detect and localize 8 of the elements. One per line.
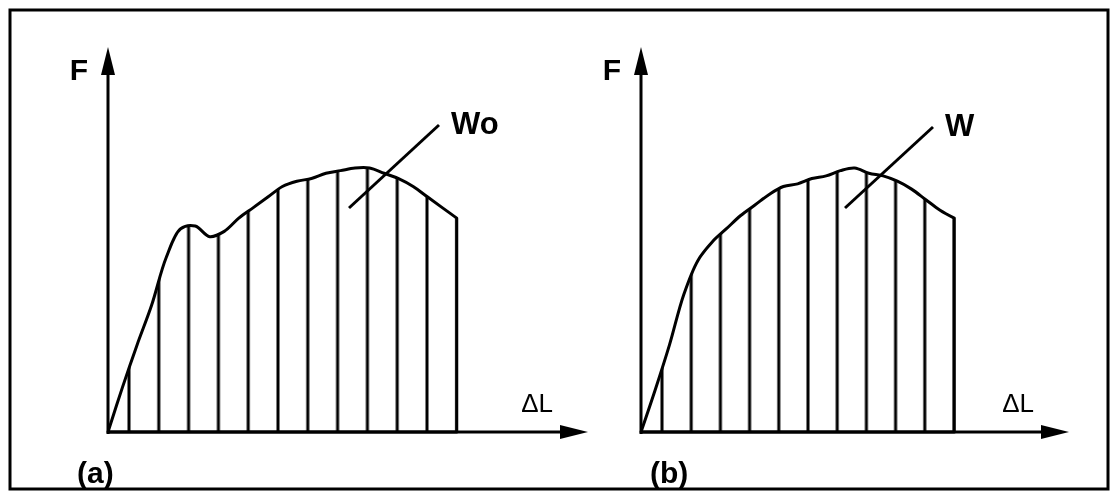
x-axis-title: ΔL: [1002, 388, 1034, 418]
y-axis-title: F: [69, 53, 88, 86]
text: (b): [650, 456, 689, 489]
x-axis-title: ΔL: [521, 388, 553, 418]
text: (a): [77, 456, 114, 489]
text: W: [945, 108, 975, 143]
text: Wo: [451, 106, 499, 141]
y-axis-title: F: [602, 53, 621, 86]
